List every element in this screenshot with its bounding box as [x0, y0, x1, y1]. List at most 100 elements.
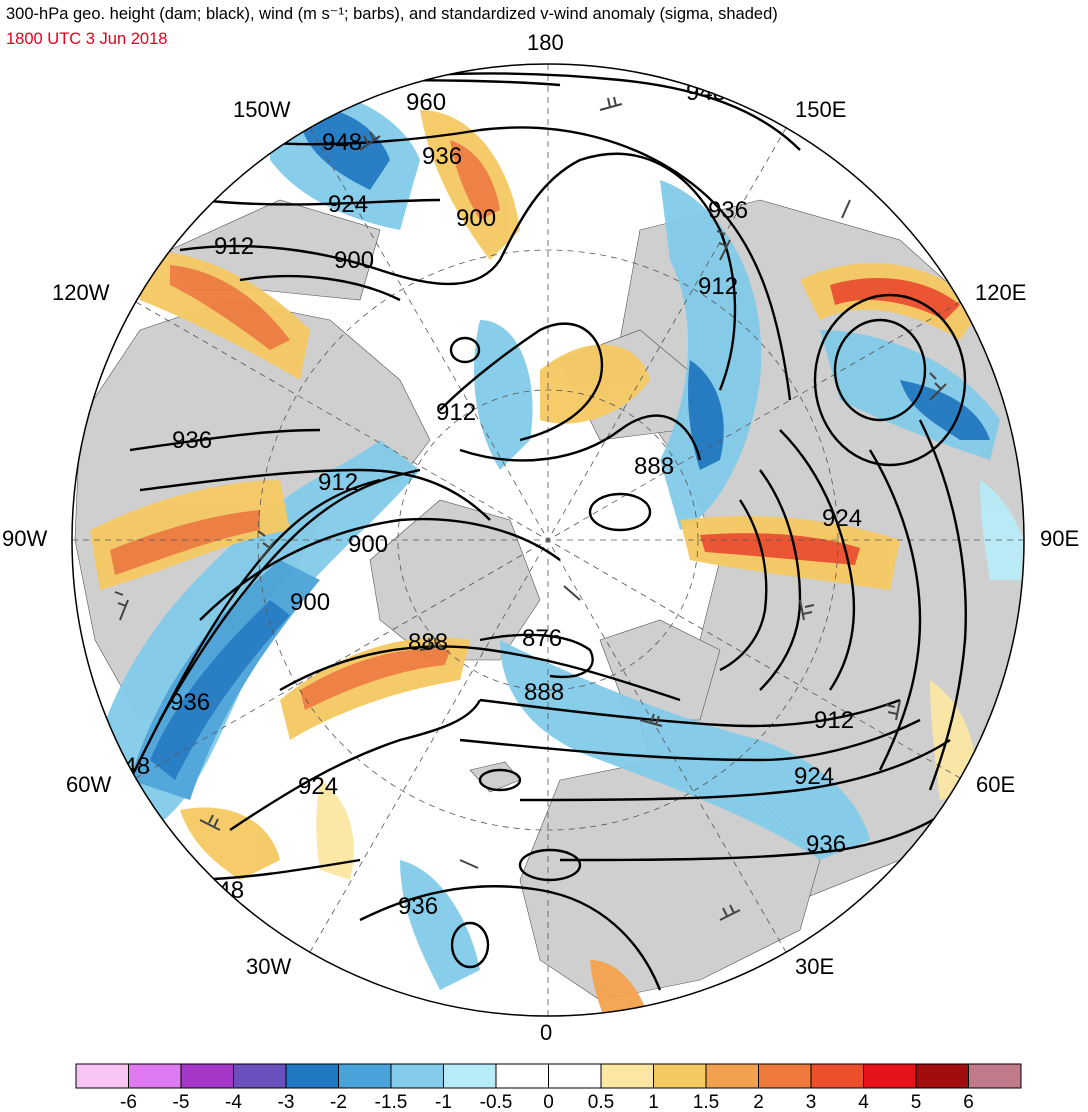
wind-barb [563, 585, 581, 601]
lon-label-120e: 120E [975, 280, 1027, 305]
wind-barb [114, 591, 129, 621]
colorbar-swatch [653, 1063, 707, 1089]
colorbar-label: 4 [858, 1092, 869, 1112]
contour-888-a [459, 414, 702, 462]
wind-barb [929, 372, 947, 401]
anomaly-positive-7b [830, 277, 960, 320]
map-boundary [71, 63, 1025, 1017]
contour-label: 888 [524, 679, 564, 706]
colorbar-swatch [233, 1063, 287, 1089]
contour-924-e [779, 429, 856, 691]
contour-low-east [833, 318, 927, 422]
colorbar-label: 5 [911, 1092, 922, 1112]
wind-barb [885, 699, 901, 721]
anomaly-negative-1c [150, 600, 290, 780]
contour-label: 924 [822, 505, 862, 532]
colorbar-label: -4 [225, 1092, 242, 1112]
contour-label: 912 [318, 469, 358, 496]
colorbar-label: 0 [543, 1092, 554, 1112]
contour-label: 912 [698, 273, 738, 300]
map-title: 300-hPa geo. height (dam; black), wind (… [6, 5, 778, 23]
lon-label-30e: 30E [795, 954, 835, 979]
colorbar-swatch [338, 1063, 392, 1089]
anomaly-negative-2b [300, 108, 390, 190]
contour-low-atlantic [450, 921, 490, 969]
contour-label: 912 [214, 233, 254, 260]
anomaly-positive-6b [700, 533, 860, 565]
anomaly-positive-8 [180, 807, 280, 880]
lon-label-180: 180 [527, 30, 564, 55]
lon-label-60e: 60E [976, 772, 1016, 797]
contour-948-w [128, 478, 381, 781]
contour-label: 936 [170, 689, 210, 716]
contour-label: 876 [522, 625, 562, 652]
contour-948-e [918, 419, 967, 791]
contour-label: 924 [298, 773, 338, 800]
colorbar-swatch [285, 1063, 339, 1089]
anomaly-negative-6b [900, 380, 990, 440]
contour-label: 936 [806, 831, 846, 858]
contour-label: 948 [204, 877, 244, 904]
contour-low-polar [588, 492, 652, 532]
anomaly-positive-1b [170, 265, 290, 350]
contour-label: 888 [634, 453, 674, 480]
colorbar-label: -2 [330, 1092, 347, 1112]
lon-label-60w: 60W [66, 772, 112, 797]
colorbar-swatch [443, 1063, 497, 1089]
anomaly-positive-4b [110, 510, 260, 575]
colorbar-swatch [75, 1063, 129, 1089]
anomaly-positive-5b [300, 649, 450, 710]
contour-low-alaska [449, 336, 481, 364]
anomaly-negative-5 [500, 640, 870, 860]
wind-barb [459, 859, 479, 869]
contour-912-d [459, 718, 921, 762]
contour-912-e [759, 469, 802, 691]
wind-barb [716, 230, 731, 261]
colorbar-swatch [810, 1063, 864, 1089]
contour-low-east-outer [813, 293, 967, 467]
land-greenland [369, 499, 541, 661]
wind-barb [799, 599, 815, 621]
contour-label: 936 [398, 893, 438, 920]
contour-label: 900 [348, 531, 388, 558]
anomaly-negative-7 [400, 860, 480, 990]
wind-barb [199, 814, 221, 831]
colorbar-label: 6 [963, 1092, 974, 1112]
anomaly-positive-2b [450, 140, 500, 220]
contour-888-c [479, 698, 901, 728]
contour-label: 948 [322, 129, 362, 156]
colorbar-swatch [758, 1063, 812, 1089]
contour-label: 924 [794, 763, 834, 790]
lon-label-90e: 90E [1040, 526, 1080, 551]
lon-label-0: 0 [540, 1020, 553, 1045]
wind-barb [841, 199, 851, 219]
wind-barb [719, 904, 741, 921]
anomaly-negative-8 [980, 480, 1024, 580]
colorbar-swatch [705, 1063, 759, 1089]
colorbar-label: -5 [173, 1092, 190, 1112]
contour-924-c [229, 699, 482, 831]
lon-label-30w: 30W [246, 954, 292, 979]
lon-label-150e: 150E [795, 97, 847, 122]
colorbar-swatch [863, 1063, 917, 1089]
colorbar-swatch [915, 1063, 969, 1089]
colorbar-label: 1.5 [693, 1092, 719, 1112]
colorbar-label: -0.5 [480, 1092, 513, 1112]
colorbar-label: 0.5 [588, 1092, 614, 1112]
anomaly-negative-4 [660, 180, 762, 530]
contour-924-a [199, 198, 441, 206]
colorbar-swatch [180, 1063, 234, 1089]
contour-label: 948 [686, 79, 726, 106]
contour-label: 960 [406, 89, 446, 116]
contour-876 [479, 633, 594, 679]
wind-barb [257, 530, 275, 561]
contour-label: 924 [328, 191, 368, 218]
colorbar-swatch [390, 1063, 444, 1089]
anomaly-positive-11 [316, 780, 354, 880]
graticule [72, 64, 1024, 1016]
map-disk: 960 948 948 936 936 924 900 912 900 912 … [72, 64, 1024, 1016]
contour-936-d [158, 468, 421, 721]
colorbar: -6 -5 -4 -3 -2 -1.5 -1 -0.5 0 0.5 1 1.5 2 3 4 5 6 [75, 1063, 1022, 1112]
contour-label: 912 [814, 707, 854, 734]
contour-912-b [439, 322, 604, 442]
